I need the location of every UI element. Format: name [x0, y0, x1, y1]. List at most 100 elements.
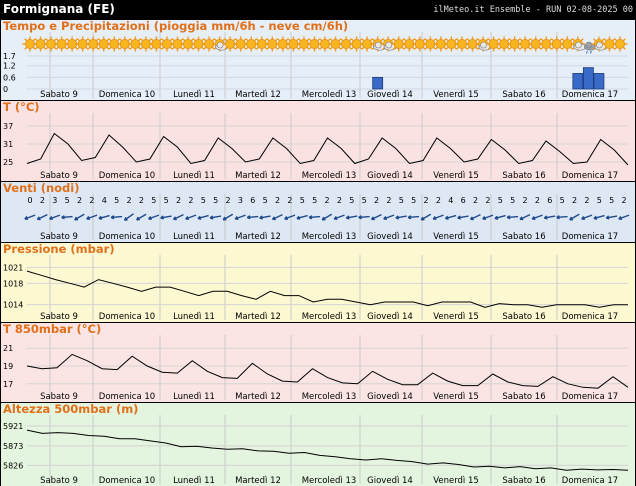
- y-tick-label: 5921: [3, 422, 23, 431]
- wind-speed-label: 5: [560, 196, 565, 205]
- wind-arrow-shaft: [383, 214, 395, 220]
- wind-arrow-icon: [531, 214, 543, 221]
- wind-arrow-head: [556, 215, 560, 219]
- day-label: Sabato 16: [502, 232, 545, 242]
- wind-speed-label: 5: [498, 196, 503, 205]
- rain-drop: [585, 50, 588, 54]
- sun-ray: [319, 47, 322, 50]
- wind-arrow-icon: [370, 214, 382, 221]
- wind-arrow-shaft: [98, 214, 110, 220]
- wind-arrow-head: [259, 215, 263, 219]
- wind-arrow-shaft: [111, 215, 123, 219]
- sun-ray: [287, 38, 291, 41]
- wind-arrow-icon: [358, 215, 370, 220]
- wind-speed-label: 5: [164, 196, 169, 205]
- day-label: Martedì 12: [235, 392, 281, 402]
- y-tick-label: 17: [3, 380, 13, 389]
- sun-ray: [477, 38, 480, 41]
- sun-ray: [435, 47, 438, 50]
- sun-ray: [34, 47, 38, 50]
- panel-2: Venti (nodi) Sabato 9 Domenica 10 Lunedì 11…: [1, 181, 635, 242]
- sun-ray: [213, 38, 217, 41]
- wind-arrow-shaft: [37, 214, 48, 220]
- wind-speed-label: 5: [510, 196, 515, 205]
- sun-ray: [603, 38, 607, 41]
- day-label: Mercoledì 13: [302, 312, 357, 322]
- sun-ray: [508, 38, 512, 41]
- wind-arrow-icon: [444, 214, 457, 220]
- wind-arrow-head: [420, 216, 424, 221]
- wind-arrow-shaft: [618, 214, 630, 220]
- sun-icon: [496, 36, 512, 52]
- wind-arrow-head: [49, 216, 53, 220]
- sun-ray: [456, 47, 459, 50]
- day-label: Martedì 12: [235, 312, 281, 322]
- wind-arrow-head: [209, 215, 214, 219]
- wind-arrow-head: [308, 215, 313, 219]
- day-label: Domenica 17: [562, 171, 618, 181]
- wind-arrow-icon: [246, 215, 259, 220]
- sun-ray: [414, 47, 417, 50]
- sun-ray: [76, 38, 80, 41]
- wind-arrow-icon: [420, 213, 432, 221]
- wind-arrow-icon: [49, 214, 61, 221]
- wind-arrow-head: [457, 215, 461, 219]
- wind-arrow-icon: [469, 214, 481, 221]
- wind-speed-label: 5: [362, 196, 367, 205]
- wind-speed-label: 5: [263, 196, 268, 205]
- wind-arrow-shaft: [284, 214, 296, 220]
- wind-speed-label: 4: [102, 196, 107, 205]
- y-tick-label: 5873: [3, 442, 23, 451]
- sun-icon: [285, 36, 301, 52]
- wind-arrow-head: [197, 215, 201, 219]
- day-label: Martedì 12: [235, 171, 281, 181]
- wind-speed-label: 2: [485, 196, 490, 205]
- wind-arrow-head: [284, 216, 288, 220]
- wind-arrow-head: [86, 216, 90, 220]
- sun-ray: [277, 47, 280, 50]
- wind-arrow-icon: [457, 215, 469, 220]
- wind-arrow-icon: [36, 214, 48, 221]
- wind-arrow-icon: [74, 213, 85, 221]
- wind-arrow-shaft: [210, 215, 222, 219]
- sun-ray: [129, 38, 133, 41]
- sun-ray: [445, 38, 449, 41]
- day-label: Domenica 10: [99, 312, 155, 322]
- series-line: [26, 353, 629, 389]
- day-label: Lunedì 11: [173, 232, 215, 242]
- wind-speed-label: 2: [89, 196, 94, 205]
- sun-ray: [593, 38, 596, 41]
- sun-ray: [550, 47, 554, 50]
- sun-icon: [517, 36, 533, 52]
- sun-ray: [308, 47, 312, 50]
- wind-speed-label: 5: [65, 196, 70, 205]
- panel-background: [1, 403, 635, 486]
- sun-ray: [466, 38, 470, 41]
- wind-speed-label: 5: [201, 196, 206, 205]
- wind-arrow-icon: [259, 215, 271, 220]
- day-label: Domenica 17: [562, 392, 618, 402]
- day-label: Martedì 12: [235, 232, 281, 242]
- day-label: Sabato 9: [40, 392, 78, 402]
- sun-icon: [254, 36, 270, 52]
- wind-arrow-shaft: [606, 215, 618, 219]
- panel-background: [1, 323, 635, 402]
- wind-arrow-shaft: [358, 215, 370, 219]
- day-label: Martedì 12: [235, 90, 281, 100]
- sun-ray: [150, 47, 154, 50]
- sun-ray: [361, 47, 365, 50]
- sun-ray: [529, 38, 533, 41]
- sun-ray: [171, 47, 175, 50]
- wind-arrow-icon: [321, 213, 333, 221]
- wind-arrow-icon: [482, 214, 494, 221]
- wind-arrow-head: [444, 215, 449, 219]
- sun-ray: [561, 47, 565, 50]
- day-label: Mercoledì 13: [302, 232, 357, 242]
- wind-arrow-head: [98, 215, 102, 219]
- wind-arrow-shaft: [470, 214, 481, 220]
- sun-ray: [519, 38, 523, 41]
- day-label: Giovedì 14: [367, 232, 413, 242]
- sun-ray: [24, 47, 27, 50]
- day-label: Venerdì 15: [433, 312, 479, 322]
- day-label: Mercoledì 13: [302, 171, 357, 181]
